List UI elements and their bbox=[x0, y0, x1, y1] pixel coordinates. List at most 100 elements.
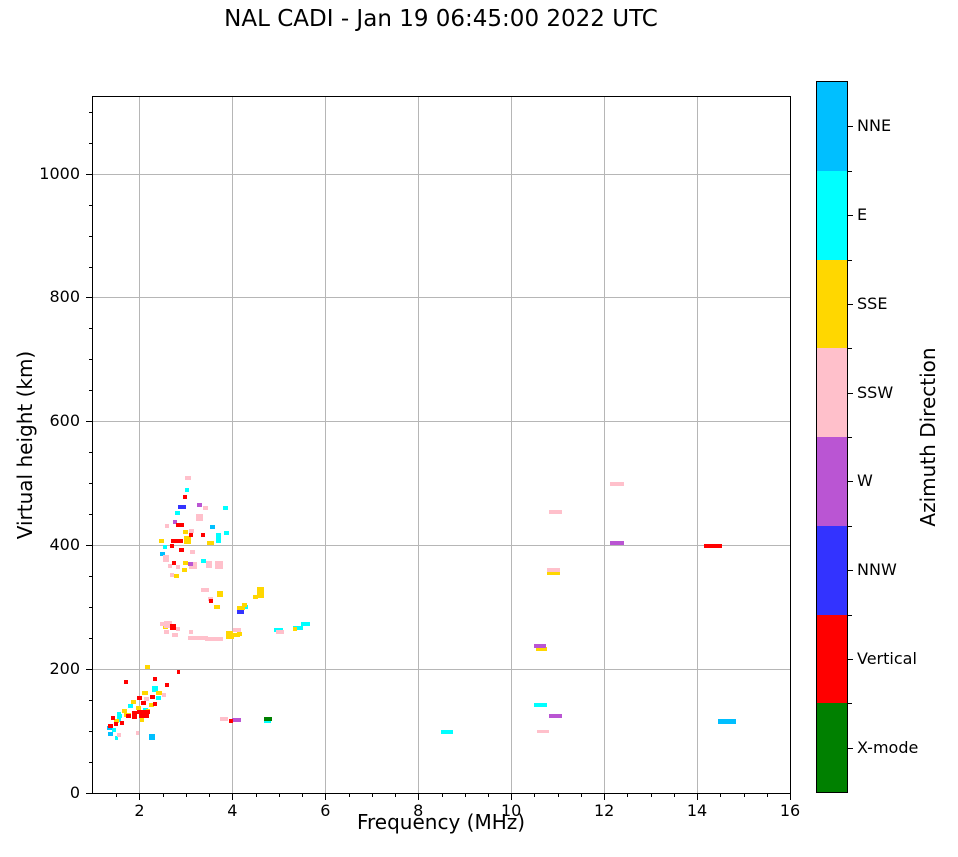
x-minor-tick bbox=[185, 793, 187, 797]
scatter-point bbox=[156, 696, 162, 701]
scatter-point bbox=[185, 476, 192, 481]
y-major-tick bbox=[86, 421, 92, 423]
scatter-point bbox=[176, 669, 180, 674]
scatter-point bbox=[214, 604, 221, 609]
x-tick-label: 16 bbox=[779, 800, 801, 820]
scatter-point bbox=[172, 520, 177, 525]
colorbar-tick bbox=[848, 658, 853, 660]
y-minor-tick bbox=[88, 761, 93, 763]
scatter-point bbox=[610, 481, 625, 486]
scatter-point bbox=[188, 629, 193, 634]
scatter-point bbox=[718, 719, 737, 725]
scatter-point bbox=[151, 686, 158, 693]
x-minor-tick bbox=[162, 793, 164, 797]
scatter-point bbox=[160, 551, 166, 556]
y-tick-label: 400 bbox=[49, 534, 80, 554]
scatter-point bbox=[183, 529, 189, 534]
scatter-point bbox=[169, 543, 174, 548]
scatter-point bbox=[210, 525, 216, 530]
scatter-point bbox=[172, 632, 179, 637]
scatter-point bbox=[111, 728, 116, 732]
scatter-point bbox=[275, 630, 284, 635]
scatter-point bbox=[159, 538, 165, 543]
colorbar-tick-label: NNE bbox=[857, 116, 892, 136]
x-axis-label: Frequency (MHz) bbox=[356, 810, 526, 834]
grid-line-x bbox=[511, 97, 513, 793]
y-minor-tick bbox=[88, 575, 93, 577]
scatter-point bbox=[117, 732, 122, 737]
x-minor-tick bbox=[395, 793, 397, 797]
scatter-point bbox=[164, 523, 169, 528]
y-major-tick bbox=[86, 297, 92, 299]
scatter-point bbox=[164, 620, 173, 628]
scatter-point bbox=[159, 621, 165, 626]
x-minor-tick bbox=[743, 793, 745, 797]
grid-line-y bbox=[93, 297, 790, 299]
scatter-point bbox=[139, 718, 144, 723]
scatter-point bbox=[173, 573, 179, 578]
y-tick-label: 0 bbox=[69, 782, 80, 802]
grid-line-y bbox=[93, 421, 790, 423]
x-minor-tick bbox=[302, 793, 304, 797]
scatter-point bbox=[162, 555, 169, 563]
x-minor-tick bbox=[720, 793, 722, 797]
x-tick-label: 12 bbox=[593, 800, 615, 820]
colorbar-tick-label: SSW bbox=[857, 382, 894, 402]
scatter-point bbox=[116, 711, 121, 716]
scatter-point bbox=[176, 626, 181, 631]
colorbar-segment-w bbox=[817, 437, 847, 526]
x-minor-tick bbox=[464, 793, 466, 797]
y-minor-tick bbox=[88, 730, 93, 732]
scatter-point bbox=[205, 637, 218, 642]
scatter-point bbox=[206, 561, 213, 569]
scatter-point bbox=[535, 646, 547, 651]
colorbar-boundary-tick bbox=[848, 348, 852, 350]
scatter-point bbox=[143, 697, 149, 702]
scatter-point bbox=[161, 693, 166, 698]
scatter-point bbox=[293, 625, 304, 630]
scatter-point bbox=[123, 679, 128, 684]
x-minor-tick bbox=[766, 793, 768, 797]
x-tick-label: 4 bbox=[227, 800, 238, 820]
scatter-point bbox=[236, 606, 245, 611]
y-minor-tick bbox=[88, 111, 93, 113]
colorbar-segment-sse bbox=[817, 259, 847, 349]
y-tick-label: 200 bbox=[49, 658, 80, 678]
scatter-point bbox=[548, 714, 562, 719]
scatter-point bbox=[155, 690, 162, 695]
scatter-point bbox=[220, 717, 229, 722]
scatter-point bbox=[203, 505, 209, 510]
y-tick-label: 1000 bbox=[39, 163, 80, 183]
x-minor-tick bbox=[278, 793, 280, 797]
y-axis-label: Virtual height (km) bbox=[13, 350, 37, 540]
scatter-point bbox=[256, 587, 264, 599]
scatter-point bbox=[224, 530, 230, 535]
scatter-point bbox=[215, 637, 224, 642]
y-minor-tick bbox=[88, 204, 93, 206]
scatter-point bbox=[136, 710, 150, 715]
scatter-point bbox=[108, 731, 114, 736]
scatter-point bbox=[188, 565, 197, 570]
scatter-point bbox=[214, 560, 223, 569]
y-minor-tick bbox=[88, 483, 93, 485]
scatter-point bbox=[182, 568, 188, 573]
scatter-point bbox=[149, 733, 156, 740]
plot-frame bbox=[92, 96, 791, 794]
scatter-point bbox=[135, 731, 139, 736]
colorbar-tick bbox=[848, 392, 853, 394]
colorbar-tick-label: SSE bbox=[857, 293, 888, 313]
scatter-point bbox=[174, 511, 180, 516]
scatter-point bbox=[139, 714, 150, 719]
scatter-point bbox=[127, 704, 133, 709]
scatter-point bbox=[546, 568, 560, 573]
y-major-tick bbox=[86, 173, 92, 175]
y-major-tick bbox=[86, 668, 92, 670]
y-major-tick bbox=[86, 544, 92, 546]
colorbar-tick-label: Vertical bbox=[857, 648, 917, 668]
grid-line-x bbox=[604, 97, 606, 793]
scatter-point bbox=[150, 694, 156, 699]
x-major-tick bbox=[139, 793, 141, 800]
scatter-point bbox=[107, 723, 113, 728]
scatter-point bbox=[184, 536, 192, 545]
